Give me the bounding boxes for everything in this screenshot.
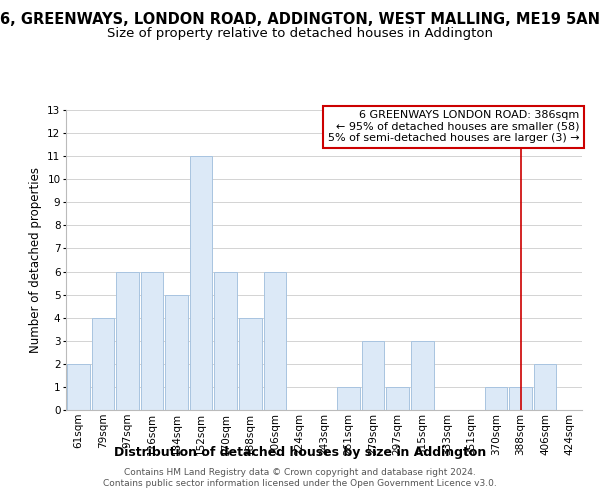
Bar — [140, 272, 163, 410]
Bar — [263, 272, 286, 410]
Bar — [386, 387, 409, 410]
Text: 6, GREENWAYS, LONDON ROAD, ADDINGTON, WEST MALLING, ME19 5AN: 6, GREENWAYS, LONDON ROAD, ADDINGTON, WE… — [0, 12, 600, 28]
Y-axis label: Number of detached properties: Number of detached properties — [29, 167, 41, 353]
Bar — [411, 341, 434, 410]
Bar — [165, 294, 188, 410]
Bar — [534, 364, 556, 410]
Bar — [214, 272, 237, 410]
Bar — [337, 387, 360, 410]
Bar — [485, 387, 508, 410]
Bar — [509, 387, 532, 410]
Text: Size of property relative to detached houses in Addington: Size of property relative to detached ho… — [107, 28, 493, 40]
Text: Distribution of detached houses by size in Addington: Distribution of detached houses by size … — [114, 446, 486, 459]
Text: Contains HM Land Registry data © Crown copyright and database right 2024.
Contai: Contains HM Land Registry data © Crown c… — [103, 468, 497, 487]
Bar — [190, 156, 212, 410]
Bar — [239, 318, 262, 410]
Bar — [67, 364, 89, 410]
Bar — [362, 341, 385, 410]
Bar — [92, 318, 114, 410]
Bar — [116, 272, 139, 410]
Text: 6 GREENWAYS LONDON ROAD: 386sqm
← 95% of detached houses are smaller (58)
5% of : 6 GREENWAYS LONDON ROAD: 386sqm ← 95% of… — [328, 110, 580, 143]
